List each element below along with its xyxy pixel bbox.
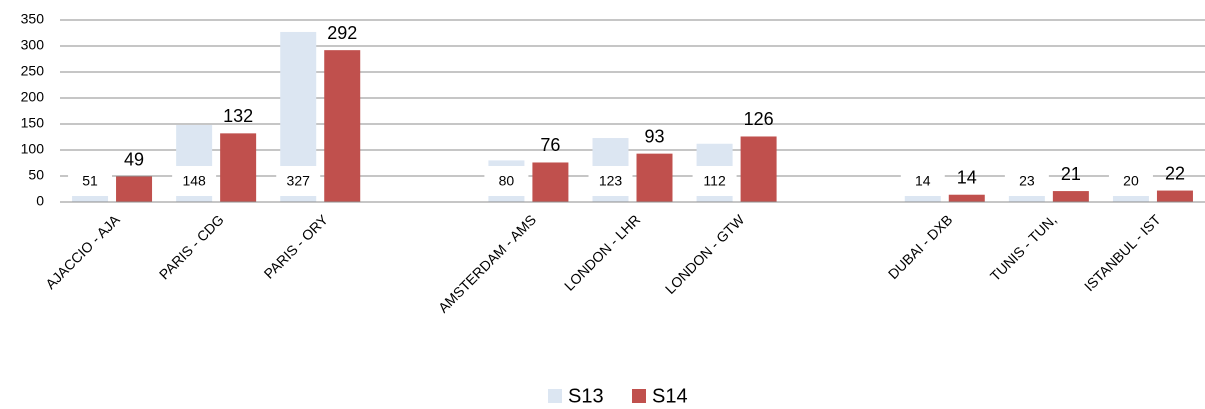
x-tick-label: AMSTERDAM - AMS [435, 211, 539, 315]
bar [636, 153, 673, 202]
value-label-box [484, 166, 529, 196]
value-label: 21 [1061, 164, 1081, 184]
y-tick-label: 300 [21, 37, 45, 53]
bar [1112, 191, 1149, 202]
value-label-box [68, 166, 113, 196]
value-label: 14 [957, 167, 977, 187]
y-tick-label: 100 [21, 141, 45, 157]
value-label-box [692, 166, 737, 196]
legend-label: S13 [568, 385, 604, 407]
bar [1052, 191, 1089, 202]
value-label-box [1004, 166, 1049, 196]
x-tick-label: LONDON - LHR [561, 211, 643, 293]
x-tick-label: PARIS - ORY [261, 211, 332, 282]
x-tick-label: AJACCIO - AJA [42, 211, 123, 292]
x-tick-label: LONDON - GTW [662, 211, 748, 297]
value-label: 123 [599, 173, 623, 189]
x-tick-label: TUNIS - TUN, [987, 211, 1060, 284]
value-label: 93 [644, 126, 664, 146]
y-tick-label: 150 [21, 115, 45, 131]
value-label: 76 [540, 135, 560, 155]
bar [220, 133, 257, 202]
legend-swatch [548, 389, 562, 403]
value-label: 148 [182, 173, 206, 189]
value-label: 49 [124, 149, 144, 169]
value-label-box [172, 166, 217, 196]
value-label: 327 [287, 173, 311, 189]
value-label: 22 [1165, 163, 1185, 183]
value-label: 51 [82, 173, 98, 189]
value-label-box [276, 166, 321, 196]
x-tick-label: PARIS - CDG [156, 211, 227, 282]
value-label-box [1108, 166, 1153, 196]
bar [1156, 190, 1193, 202]
x-tick-label: ISTANBUL - IST [1081, 211, 1164, 294]
value-label: 20 [1123, 173, 1139, 189]
y-tick-label: 50 [28, 167, 44, 183]
y-tick-label: 0 [36, 193, 44, 209]
bar [948, 194, 985, 202]
value-label: 132 [223, 106, 253, 126]
value-label: 112 [703, 173, 726, 189]
legend-label: S14 [652, 385, 688, 407]
bar [324, 50, 361, 202]
value-label-box [900, 166, 945, 196]
y-tick-label: 350 [21, 11, 45, 27]
bar [904, 194, 941, 202]
bar [1008, 190, 1045, 202]
y-tick-label: 200 [21, 89, 45, 105]
value-label: 14 [915, 173, 931, 189]
value-label: 126 [744, 109, 774, 129]
legend-swatch [632, 389, 646, 403]
bar [740, 136, 777, 202]
x-tick-label: DUBAI - DXB [885, 211, 956, 282]
bar [116, 176, 153, 202]
value-label: 23 [1019, 173, 1035, 189]
value-label: 80 [499, 173, 515, 189]
value-label: 292 [327, 23, 357, 43]
bar [532, 162, 569, 202]
y-tick-label: 250 [21, 63, 45, 79]
value-label-box [588, 166, 633, 196]
